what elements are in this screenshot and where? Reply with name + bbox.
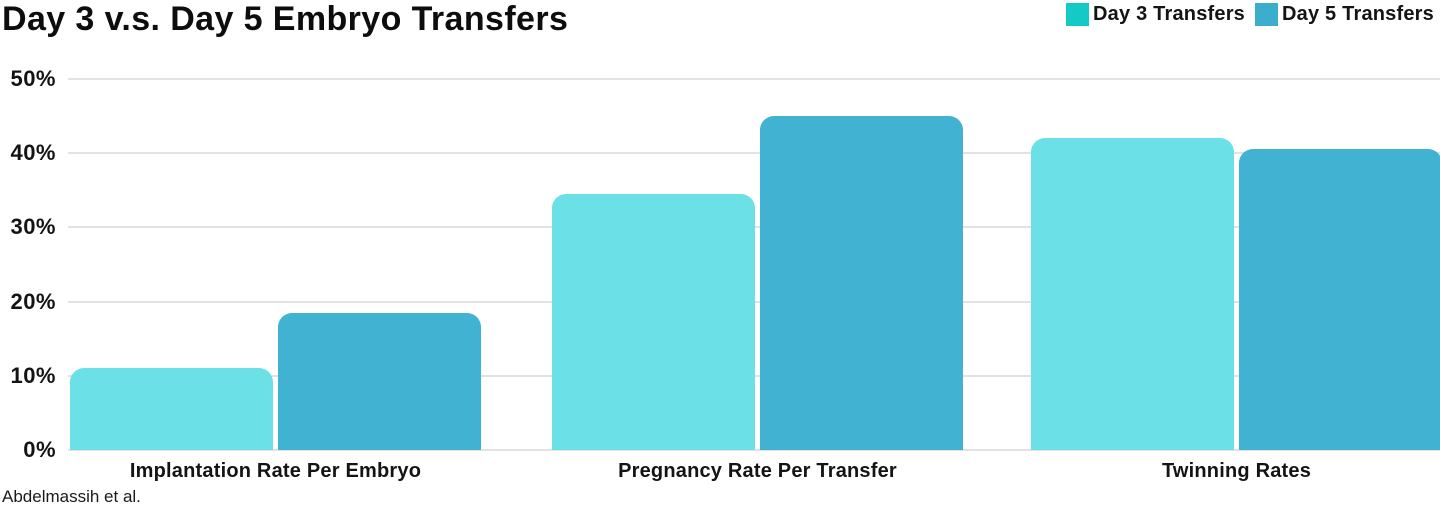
legend-swatch-icon	[1255, 3, 1279, 26]
chart-title: Day 3 v.s. Day 5 Embryo Transfers	[2, 0, 569, 38]
legend: Day 3 Transfers Day 5 Transfers	[1066, 3, 1434, 26]
y-axis-tick-30: 30%	[10, 214, 56, 240]
y-axis-tick-20: 20%	[10, 288, 56, 314]
source-caption: Abdelmassih et al.	[2, 487, 141, 506]
gridline-0	[68, 449, 1440, 451]
legend-item-day-5-transfers: Day 5 Transfers	[1255, 3, 1434, 26]
y-axis-tick-0: 0%	[23, 437, 56, 462]
bar-day-3-transfers-twinning-rates	[1031, 138, 1234, 450]
gridline-40	[68, 152, 1440, 155]
legend-label: Day 3 Transfers	[1093, 3, 1246, 25]
y-axis-tick-50: 50%	[10, 66, 56, 91]
bar-day-5-transfers-implantation-rate-per-embryo	[278, 312, 481, 450]
bar-day-3-transfers-implantation-rate-per-embryo	[70, 368, 273, 450]
x-axis-label-implantation-rate-per-embryo: Implantation Rate Per Embryo	[129, 460, 422, 482]
bar-day-5-transfers-twinning-rates	[1239, 149, 1440, 450]
x-axis-label-twinning-rates: Twinning Rates	[1161, 460, 1312, 482]
legend-label: Day 5 Transfers	[1282, 3, 1434, 25]
bar-day-3-transfers-pregnancy-rate-per-transfer	[552, 194, 755, 450]
legend-item-day-3-transfers: Day 3 Transfers	[1066, 3, 1245, 26]
legend-swatch-icon	[1066, 3, 1090, 26]
y-axis-tick-10: 10%	[10, 362, 56, 388]
gridline-50	[68, 78, 1440, 80]
y-axis-tick-40: 40%	[10, 140, 56, 166]
bar-day-5-transfers-pregnancy-rate-per-transfer	[760, 116, 963, 450]
x-axis-label-pregnancy-rate-per-transfer: Pregnancy Rate Per Transfer	[618, 460, 897, 482]
